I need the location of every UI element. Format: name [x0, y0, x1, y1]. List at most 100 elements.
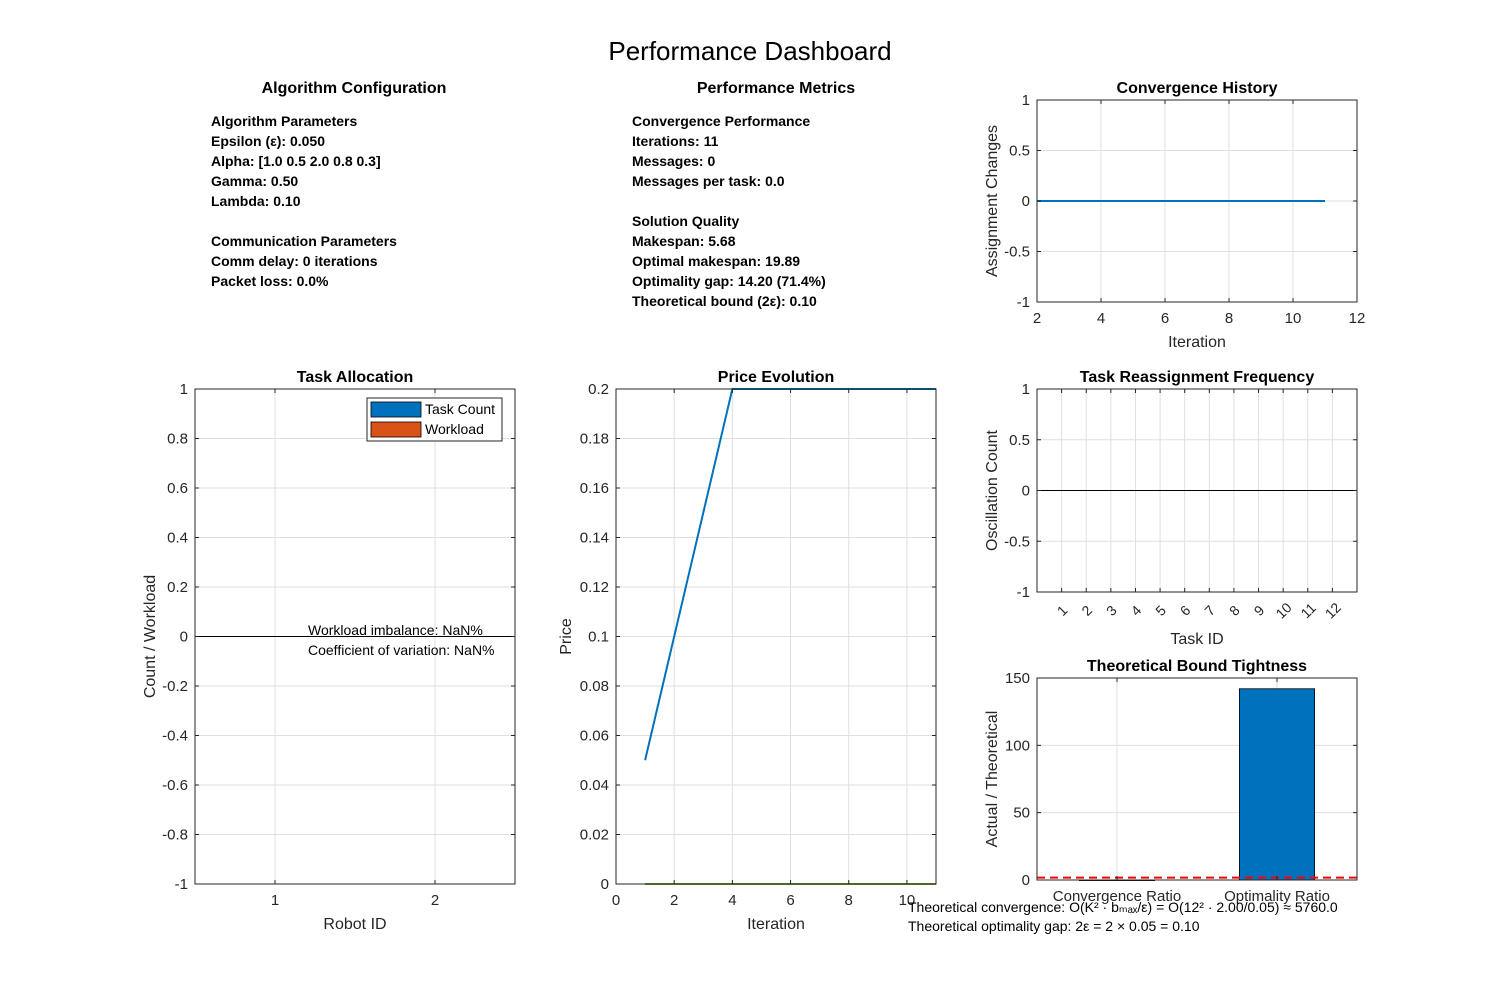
metrics-line: [632, 191, 826, 211]
legend-swatch: [370, 421, 422, 438]
metrics-line: Optimality gap: 14.20 (71.4%): [632, 273, 826, 289]
legend-label: Task Count: [425, 401, 495, 417]
y-tick-label: -1: [1017, 294, 1030, 311]
legend: Task Count Workload: [366, 397, 503, 442]
bar: [1239, 688, 1316, 881]
config-line: Communication Parameters: [211, 233, 397, 249]
y-tick-label: 0: [1022, 872, 1030, 889]
y-tick-label: 100: [1005, 737, 1030, 754]
y-tick-label: 0.1: [588, 629, 609, 646]
y-axis-label: Assignment Changes: [984, 125, 1001, 277]
y-axis-label: Actual / Theoretical: [984, 711, 1001, 848]
y-tick-label: 50: [1013, 805, 1030, 822]
x-tick-label: 8: [1225, 310, 1233, 327]
y-tick-label: 0.16: [580, 480, 609, 497]
y-tick-label: -0.5: [1004, 244, 1030, 261]
x-tick-label: 4: [1097, 310, 1105, 327]
x-tick-label: 2: [1078, 602, 1095, 619]
x-tick-label: 8: [1226, 602, 1243, 619]
y-tick-label: -0.8: [162, 827, 188, 844]
y-tick-label: 0.2: [588, 381, 609, 398]
price-evolution-chart: 0 2 4 6 8 10 0 0.02 0.04 0.06 0.08 0.1 0.12 0.14 0.16 0…: [558, 369, 937, 933]
x-tick-label: 8: [845, 892, 853, 909]
y-tick-label: 0.6: [167, 480, 188, 497]
annotation-optimality: Theoretical optimality gap: 2ε = 2 × 0.0…: [908, 918, 1200, 934]
config-line: Epsilon (ε): 0.050: [211, 133, 326, 149]
annotation-cv: Coefficient of variation: NaN%: [308, 642, 495, 658]
config-line: Packet loss: 0.0%: [211, 273, 329, 289]
y-axis-label: Count / Workload: [142, 575, 159, 698]
x-tick-label: 3: [1103, 602, 1120, 619]
config-line: [211, 211, 397, 231]
y-tick-label: -0.4: [162, 728, 188, 745]
y-tick-label: 0.5: [1009, 143, 1030, 160]
x-tick-label: 2: [431, 892, 439, 909]
x-tick-label: 10: [1285, 310, 1302, 327]
config-panel-title: Algorithm Configuration: [262, 80, 447, 97]
x-tick-label: 2: [670, 892, 678, 909]
metrics-line: Theoretical bound (2ε): 0.10: [632, 293, 817, 309]
bound-tightness-chart: Convergence Ratio Optimality Ratio 0 50 100 1…: [908, 658, 1358, 934]
y-tick-label: 0.8: [167, 431, 188, 448]
y-tick-label: 0.12: [580, 579, 609, 596]
x-tick-label: 1: [271, 892, 279, 909]
y-tick-label: -1: [1017, 584, 1030, 601]
y-tick-label: 0.04: [580, 777, 609, 794]
config-line: Algorithm Parameters: [211, 113, 358, 129]
y-tick-label: 0.08: [580, 678, 609, 695]
x-tick-label: Convergence Ratio: [1053, 888, 1181, 905]
y-tick-label: 0.02: [580, 827, 609, 844]
x-tick-label: 10: [899, 892, 916, 909]
legend-label: Workload: [425, 421, 484, 437]
y-tick-label: -0.6: [162, 777, 188, 794]
y-tick-label: 1: [1022, 381, 1030, 398]
x-tick-label: 12: [1322, 599, 1344, 621]
x-axis-label: Task ID: [1170, 631, 1223, 648]
convergence-history-chart: 2 4 6 8 10 12 -1 -0.5 0 0.5 1 Convergence History It…: [984, 80, 1365, 351]
config-line: Lambda: 0.10: [211, 193, 301, 209]
x-tick-label: 0: [612, 892, 620, 909]
x-tick-label: 12: [1349, 310, 1366, 327]
x-tick-label: 1: [1054, 602, 1071, 619]
metrics-line: Solution Quality: [632, 213, 740, 229]
y-tick-label: 0: [1022, 483, 1030, 500]
y-tick-label: 0.14: [580, 530, 609, 547]
y-tick-label: 0.4: [167, 530, 188, 547]
chart-title: Price Evolution: [718, 369, 834, 386]
metrics-line: Iterations: 11: [632, 133, 719, 149]
metrics-line: Makespan: 5.68: [632, 233, 736, 249]
y-axis-label: Oscillation Count: [984, 429, 1001, 551]
metrics-panel-title: Performance Metrics: [697, 80, 855, 97]
x-tick-label: 11: [1297, 600, 1319, 622]
metrics-line: Messages: 0: [632, 153, 716, 169]
y-tick-label: 150: [1005, 670, 1030, 687]
y-tick-label: 0.5: [1009, 432, 1030, 449]
x-tick-label: 5: [1152, 602, 1169, 619]
figure-title: Performance Dashboard: [608, 36, 891, 66]
x-tick-label: 10: [1272, 599, 1294, 621]
config-line: Comm delay: 0 iterations: [211, 253, 378, 269]
x-axis-label: Iteration: [1168, 334, 1226, 351]
metrics-line: Optimal makespan: 19.89: [632, 253, 801, 269]
x-tick-label: 6: [1177, 602, 1194, 619]
y-tick-label: -1: [175, 876, 188, 893]
x-axis-label: Robot ID: [323, 916, 386, 933]
x-tick-label: 2: [1033, 310, 1041, 327]
chart-title: Task Reassignment Frequency: [1080, 369, 1315, 386]
x-tick-label: Optimality Ratio: [1224, 888, 1330, 905]
config-line: Gamma: 0.50: [211, 173, 299, 189]
metrics-panel-text: Convergence Performance Iterations: 11 Mes…: [632, 111, 826, 311]
y-tick-label: 0.2: [167, 579, 188, 596]
metrics-line: Convergence Performance: [632, 113, 811, 129]
legend-swatch: [370, 401, 422, 418]
x-axis-label: Iteration: [747, 916, 805, 933]
y-tick-label: -0.2: [162, 678, 188, 695]
x-tick-label: 9: [1251, 602, 1268, 619]
y-tick-label: 1: [180, 381, 188, 398]
y-tick-label: 0: [180, 629, 188, 646]
task-allocation-chart: Workload imbalance: NaN% Coefficient of v…: [142, 369, 516, 933]
metrics-line: Messages per task: 0.0: [632, 173, 785, 189]
annotation-imbalance: Workload imbalance: NaN%: [308, 622, 483, 638]
axes-box: [1036, 677, 1358, 881]
